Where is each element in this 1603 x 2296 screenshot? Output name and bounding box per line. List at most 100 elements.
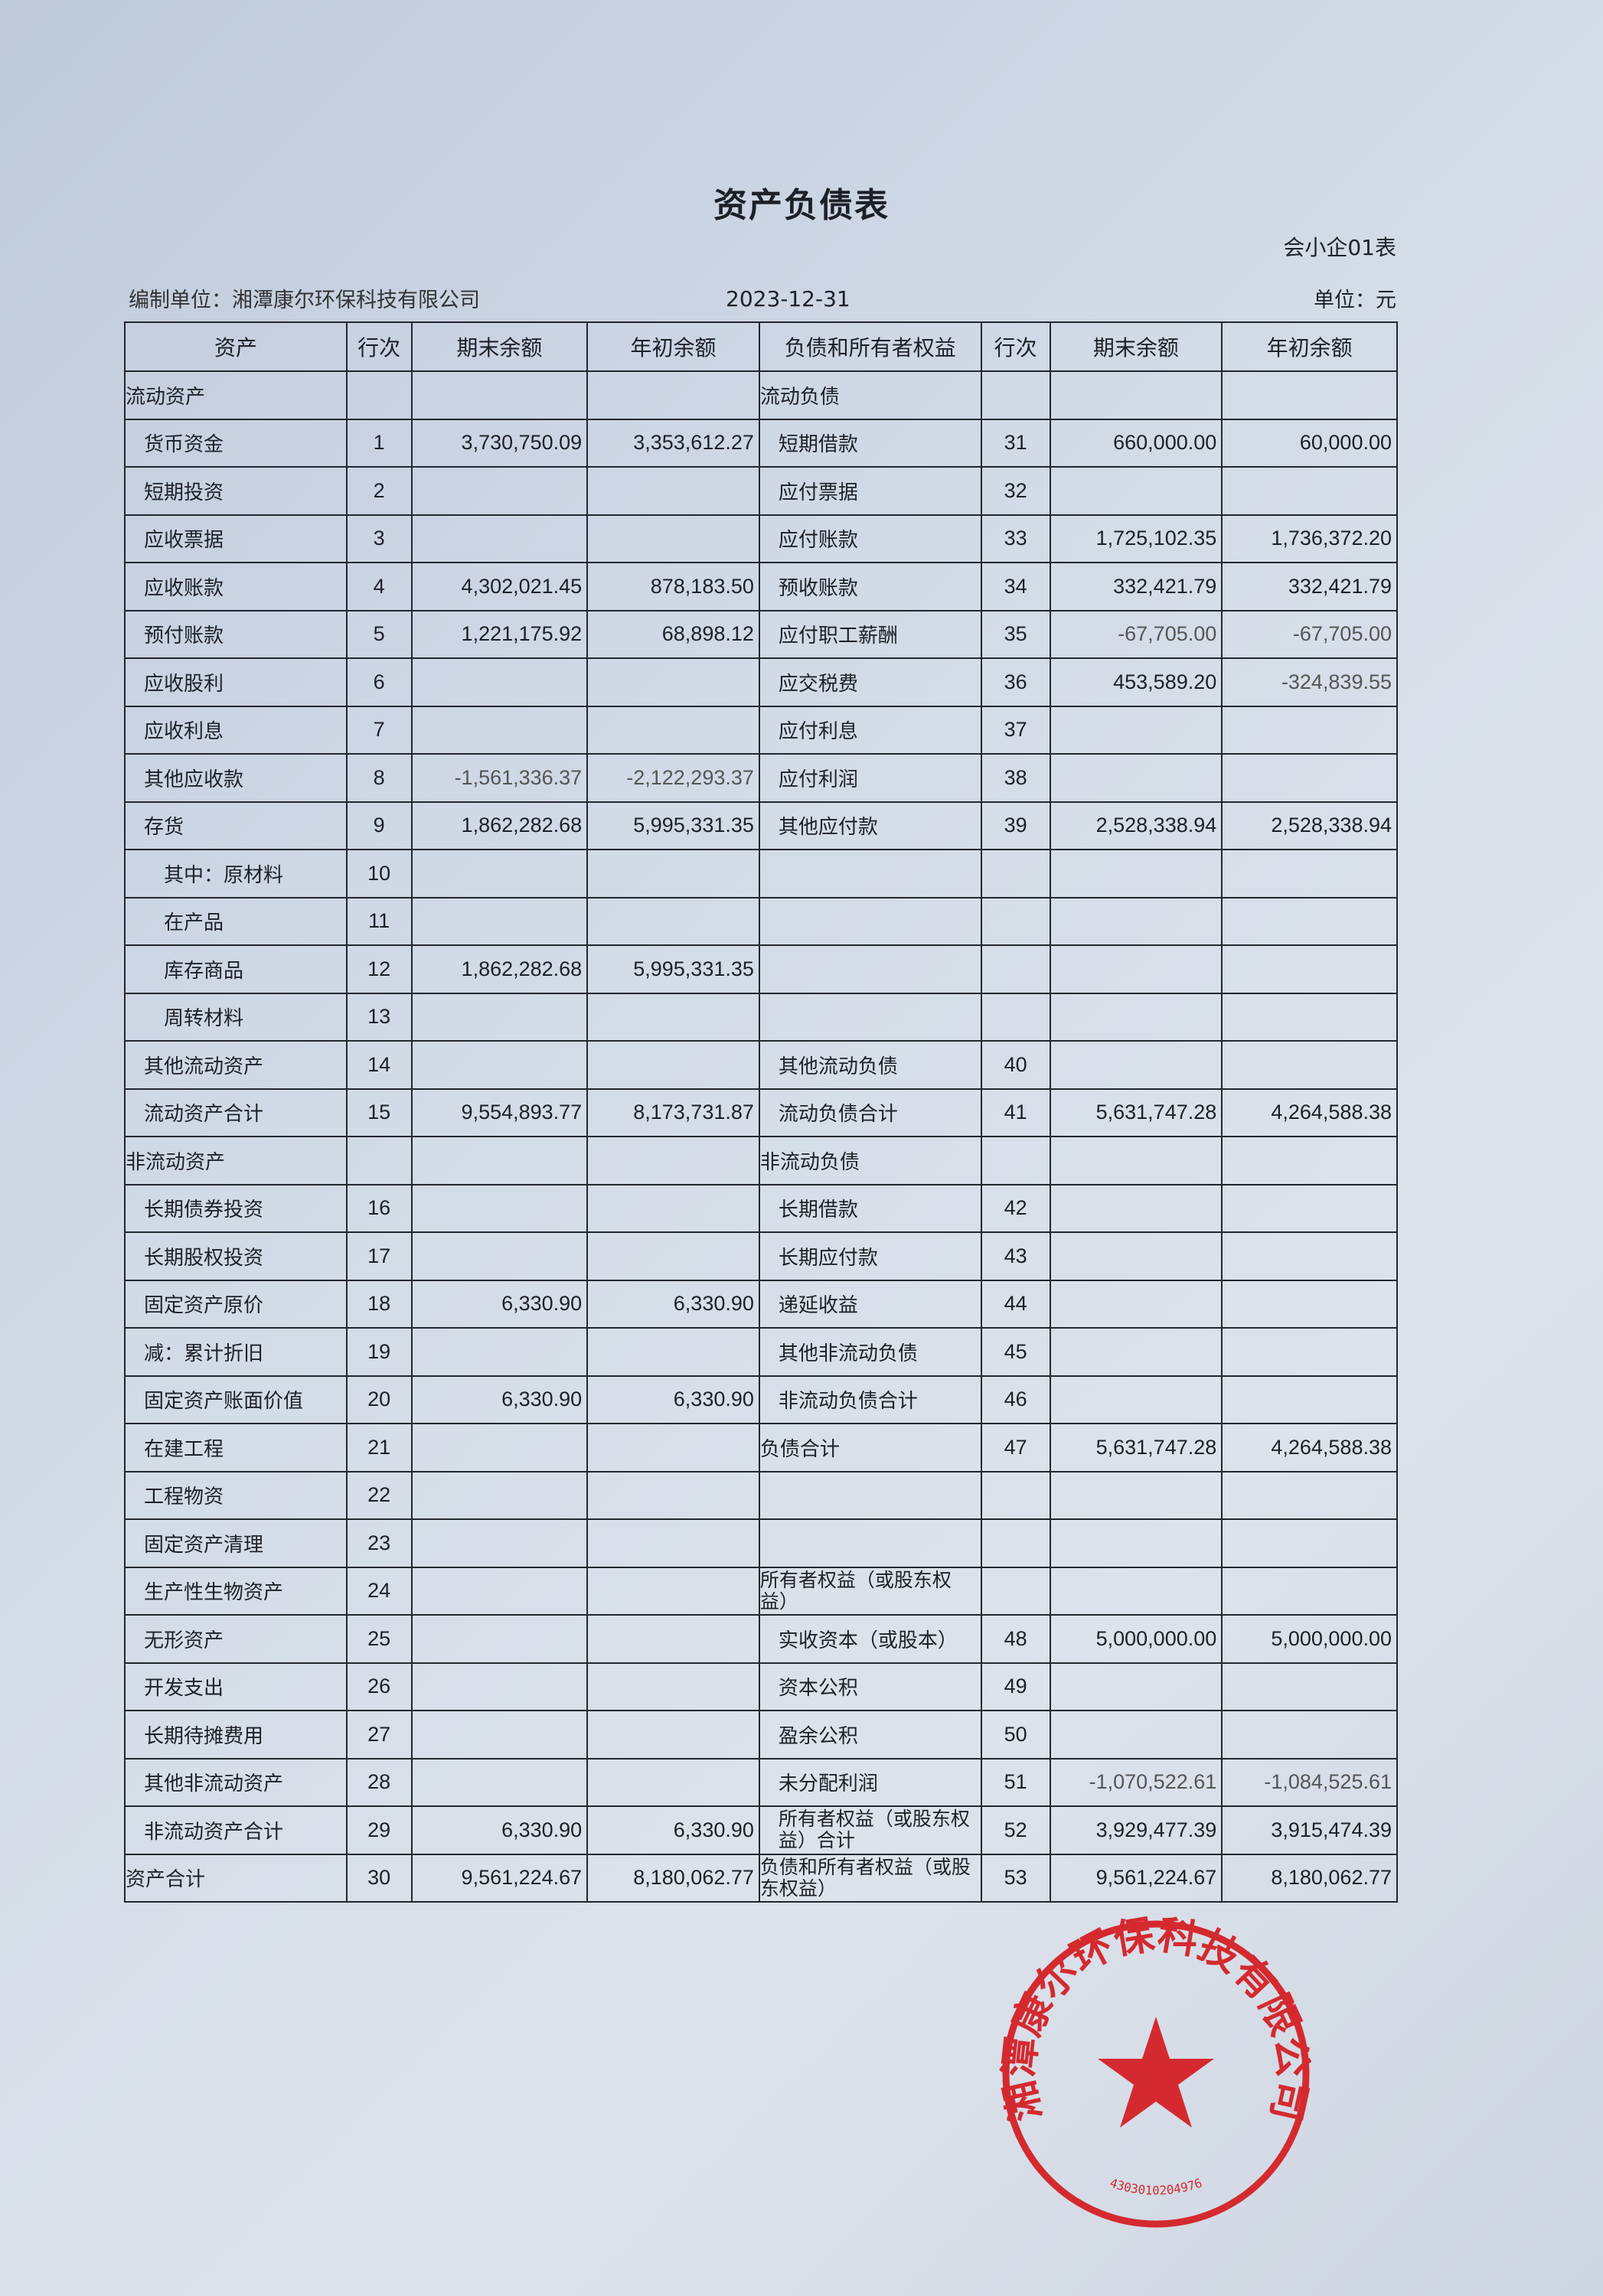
asset-line-number: 5 (345, 609, 413, 659)
liability-begin-balance (1221, 1710, 1398, 1760)
table-row: 其中：原材料 10 (124, 849, 1398, 899)
asset-line-number: 23 (345, 1518, 413, 1568)
liability-begin-balance (1221, 896, 1398, 946)
liability-begin-balance (1221, 1136, 1398, 1186)
liability-line-number (980, 992, 1051, 1042)
liability-line-number: 37 (980, 705, 1051, 755)
header-line: 行次 (345, 321, 413, 372)
table-row: 固定资产原价 18 6,330.90 6,330.90 递延收益 44 (124, 1279, 1398, 1329)
asset-begin-balance (586, 1566, 760, 1616)
liability-end-balance (1049, 753, 1223, 803)
liability-end-balance: 5,000,000.00 (1049, 1614, 1223, 1664)
table-row: 在产品 11 (124, 896, 1398, 946)
liability-line-number (980, 370, 1051, 420)
liability-begin-balance (1221, 370, 1398, 420)
liability-begin-balance (1221, 1662, 1398, 1711)
liability-line-number: 48 (980, 1614, 1051, 1664)
table-row: 无形资产 25 实收资本（或股本） 48 5,000,000.00 5,000,000.0… (124, 1614, 1398, 1664)
liability-end-balance: 660,000.00 (1049, 418, 1223, 468)
table-row: 在建工程 21 负债合计 47 5,631,747.28 4,264,588.38 (124, 1423, 1398, 1473)
asset-begin-balance (586, 370, 760, 420)
asset-end-balance (410, 1518, 589, 1568)
liability-item-name: 其他非流动负债 (758, 1327, 982, 1377)
asset-end-balance (410, 1614, 589, 1664)
asset-line-number: 15 (345, 1088, 413, 1137)
table-row: 长期股权投资 17 长期应付款 43 (124, 1231, 1398, 1281)
asset-end-balance (410, 849, 589, 899)
asset-item-name: 应收股利 (124, 657, 348, 707)
liability-begin-balance (1221, 992, 1398, 1042)
liability-line-number (980, 1136, 1051, 1186)
liability-begin-balance: -324,839.55 (1221, 657, 1398, 707)
liability-item-name: 所有者权益（或股东权益）合计 (758, 1805, 982, 1855)
asset-line-number: 27 (345, 1710, 413, 1760)
asset-item-name: 非流动资产合计 (124, 1805, 348, 1855)
table-row: 应收账款 4 4,302,021.45 878,183.50 预收账款 34 332,421… (124, 562, 1398, 612)
asset-end-balance (410, 1710, 589, 1760)
asset-end-balance (410, 370, 589, 420)
asset-line-number: 22 (345, 1470, 413, 1520)
liability-begin-balance (1221, 1231, 1398, 1281)
liability-item-name: 预收账款 (758, 562, 982, 612)
asset-line-number: 11 (345, 896, 413, 946)
company-seal: 湘潭康尔环保科技有限公司 4303010204976 (996, 1913, 1316, 2228)
liability-begin-balance (1221, 1040, 1398, 1090)
liability-item-name: 负债和所有者权益（或股东权益） (758, 1853, 982, 1903)
asset-line-number: 1 (345, 418, 413, 468)
asset-line-number: 12 (345, 944, 413, 994)
asset-begin-balance: 8,173,731.87 (586, 1088, 760, 1137)
table-row: 开发支出 26 资本公积 49 (124, 1662, 1398, 1711)
asset-end-balance: 1,862,282.68 (410, 801, 589, 850)
asset-begin-balance: 878,183.50 (586, 562, 760, 612)
liability-end-balance (1049, 705, 1223, 755)
liability-begin-balance (1221, 1470, 1398, 1520)
liability-item-name: 所有者权益（或股东权益） (758, 1566, 982, 1616)
asset-begin-balance: -2,122,293.37 (586, 753, 760, 803)
liability-begin-balance: 5,000,000.00 (1221, 1614, 1398, 1664)
liability-begin-balance (1221, 466, 1398, 516)
asset-line-number (345, 1136, 413, 1186)
liability-end-balance (1049, 944, 1223, 994)
table-row: 存货 9 1,862,282.68 5,995,331.35 其他应付款 39 2,528,… (124, 801, 1398, 850)
liability-begin-balance (1221, 1279, 1398, 1329)
asset-item-name: 工程物资 (124, 1470, 348, 1520)
asset-begin-balance (586, 1662, 760, 1711)
liability-line-number: 52 (980, 1805, 1051, 1855)
asset-end-balance (410, 1136, 589, 1186)
liability-line-number (980, 1566, 1051, 1616)
table-row: 资产合计 30 9,561,224.67 8,180,062.77 负债和所有者权益（或… (124, 1853, 1398, 1903)
asset-end-balance: 4,302,021.45 (410, 562, 589, 612)
liability-line-number: 49 (980, 1662, 1051, 1711)
liability-end-balance (1049, 1040, 1223, 1090)
liability-line-number (980, 1518, 1051, 1568)
liability-begin-balance: 332,421.79 (1221, 562, 1398, 612)
liability-end-balance: 5,631,747.28 (1049, 1423, 1223, 1473)
liability-end-balance (1049, 1327, 1223, 1377)
asset-line-number: 10 (345, 849, 413, 899)
liability-begin-balance (1221, 944, 1398, 994)
asset-item-name: 其他流动资产 (124, 1040, 348, 1090)
liability-item-name: 长期应付款 (758, 1231, 982, 1281)
header-row: 资产 行次 期末余额 年初余额 负债和所有者权益 行次 期末余额 年初余额 (124, 321, 1398, 372)
header-begin-balance: 年初余额 (1221, 321, 1398, 372)
liability-end-balance: 1,725,102.35 (1049, 514, 1223, 563)
currency-unit: 单位：元 (1314, 289, 1396, 312)
liability-line-number: 31 (980, 418, 1051, 468)
liability-end-balance: -67,705.00 (1049, 609, 1223, 659)
table-row: 应收利息 7 应付利息 37 (124, 705, 1398, 755)
liability-begin-balance: 4,264,588.38 (1221, 1088, 1398, 1137)
header-end-balance: 期末余额 (1049, 321, 1223, 372)
liability-line-number: 33 (980, 514, 1051, 563)
liability-item-name (758, 944, 982, 994)
star-icon (1098, 2017, 1214, 2128)
table-row: 预付账款 5 1,221,175.92 68,898.12 应付职工薪酬 35 -67,70… (124, 609, 1398, 659)
liability-begin-balance: -67,705.00 (1221, 609, 1398, 659)
asset-line-number: 28 (345, 1757, 413, 1807)
liability-item-name: 应付账款 (758, 514, 982, 563)
preparer-company: 编制单位：湘潭康尔环保科技有限公司 (129, 289, 480, 312)
header-begin-balance: 年初余额 (586, 321, 760, 372)
liability-end-balance (1049, 849, 1223, 899)
asset-begin-balance: 5,995,331.35 (586, 944, 760, 994)
liability-item-name: 非流动负债合计 (758, 1375, 982, 1424)
liability-item-name: 应付利润 (758, 753, 982, 803)
